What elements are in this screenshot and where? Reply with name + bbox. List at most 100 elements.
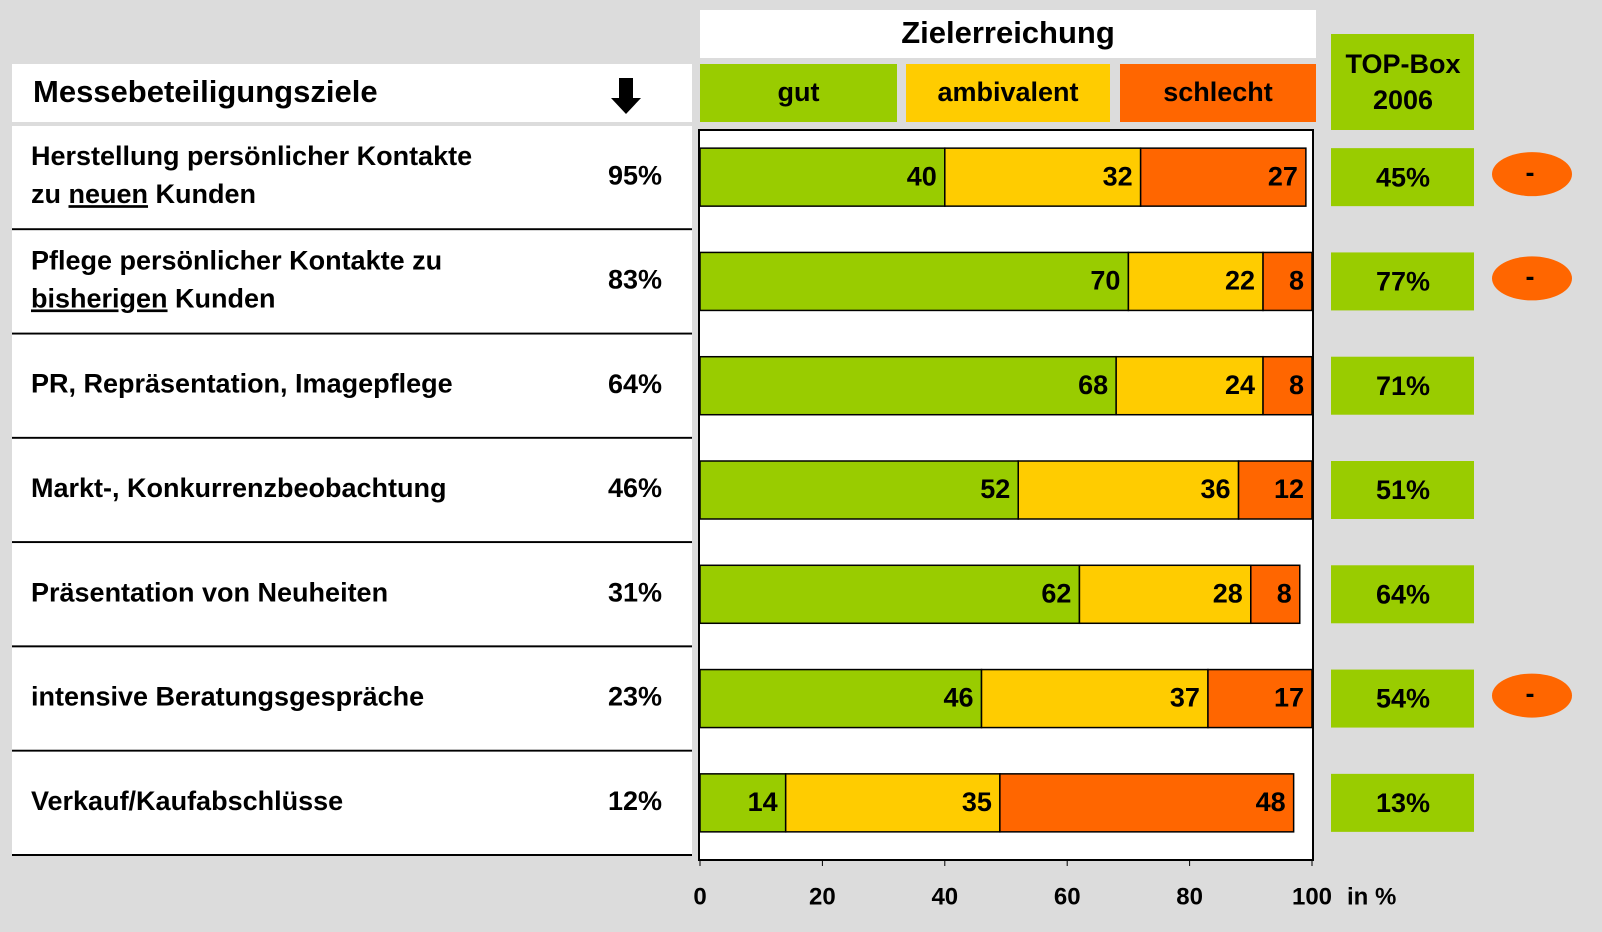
row-label: Pflege persönlicher Kontakte zu [31, 246, 442, 276]
bar-segment [1262, 355, 1313, 416]
bar-value-label: 28 [1213, 578, 1243, 608]
row-label: Verkauf/Kaufabschlüsse [31, 786, 343, 816]
bar-value-label: 35 [962, 787, 992, 817]
legend-swatch [1120, 64, 1316, 122]
row-label-part: Kunden [168, 284, 276, 314]
chart-title: Zielerreichung [901, 15, 1115, 50]
top-box-value: 77% [1376, 267, 1430, 297]
row-label: Präsentation von Neuheiten [31, 577, 388, 607]
flag-marker [1492, 673, 1572, 718]
top-box-cell [1331, 356, 1474, 415]
x-tick-label: 80 [1176, 883, 1203, 910]
row-box [12, 126, 692, 229]
bar-value-label: 8 [1289, 266, 1304, 296]
bar-value-label: 24 [1225, 370, 1255, 400]
bar-segment [699, 773, 787, 833]
row-box [12, 334, 692, 437]
bar-value-label: 36 [1201, 474, 1231, 504]
table-title: Messebeteiligungsziele [33, 74, 378, 109]
bar-value-label: 52 [980, 474, 1010, 504]
top-box-title-line: TOP-Box [1345, 49, 1460, 79]
legend-label: schlecht [1163, 77, 1273, 107]
bar-value-label: 62 [1041, 578, 1071, 608]
row-label: zu neuen Kunden [31, 179, 256, 209]
bar-segment [980, 668, 1209, 729]
top-box-cell [1331, 148, 1474, 207]
top-box-value: 13% [1376, 788, 1430, 818]
top-box-header [1331, 34, 1474, 130]
bar-segment [944, 147, 1142, 207]
flag-marker [1492, 256, 1572, 301]
row-share: 46% [608, 473, 662, 503]
x-tick-label: 20 [809, 883, 836, 910]
sort-arrow [611, 78, 641, 114]
bar-value-label: 70 [1090, 266, 1120, 296]
x-tick-label: 60 [1054, 883, 1081, 910]
x-tick-label: 40 [931, 883, 958, 910]
bar-value-label: 22 [1225, 266, 1255, 296]
top-box-cell [1331, 565, 1474, 624]
bar-value-label: 8 [1277, 578, 1292, 608]
row-label: Herstellung persönlicher Kontakte [31, 141, 472, 171]
bar-value-label: 37 [1170, 683, 1200, 713]
bar-segment [1139, 147, 1307, 207]
x-tick-label: 0 [693, 883, 706, 910]
row-share: 23% [608, 682, 662, 712]
top-box-title: TOP-Box 2006 [1345, 49, 1460, 115]
top-box-cell [1331, 773, 1474, 832]
top-box-cell [1331, 669, 1474, 728]
row-label-part: zu [31, 179, 69, 209]
bar-value-label: 40 [907, 161, 937, 191]
x-axis-label: in % [1347, 883, 1396, 910]
row-label: Markt-, Konkurrenzbeobachtung [31, 473, 447, 503]
row-label-part: Präsentation von Neuheiten [31, 577, 388, 607]
bar-value-label: 27 [1268, 161, 1298, 191]
row-label: intensive Beratungsgespräche [31, 682, 424, 712]
row-label: bisherigen Kunden [31, 284, 276, 314]
row-label: PR, Repräsentation, Imagepflege [31, 369, 453, 399]
row-label-part: Kunden [148, 179, 256, 209]
bar-segment [1207, 668, 1313, 729]
bar-segment [699, 251, 1130, 312]
flag-marker [1492, 152, 1572, 197]
flag-label: - [1526, 262, 1535, 292]
top-box-cell [1331, 461, 1474, 519]
bar-segment [699, 460, 1019, 520]
row-box [12, 647, 692, 750]
flag-label: - [1526, 679, 1535, 709]
bar-value-label: 8 [1289, 370, 1304, 400]
bar-segment [699, 668, 983, 729]
bar-segment [699, 147, 946, 207]
row-label-part: Herstellung persönlicher Kontakte [31, 141, 472, 171]
row-label-part: Pflege persönlicher Kontakte zu [31, 246, 442, 276]
top-box-value: 54% [1376, 684, 1430, 714]
legend-label: ambivalent [937, 77, 1078, 107]
row-share: 64% [608, 369, 662, 399]
top-box-value: 51% [1376, 475, 1430, 505]
x-tick-label: 100 [1292, 883, 1332, 910]
top-box-value: 45% [1376, 162, 1430, 192]
top-box-value: 71% [1376, 371, 1430, 401]
bar-segment [1250, 564, 1301, 625]
row-label-part: PR, Repräsentation, Imagepflege [31, 369, 453, 399]
bar-value-label: 17 [1274, 683, 1304, 713]
row-label-part: Verkauf/Kaufabschlüsse [31, 786, 343, 816]
bar-value-label: 12 [1274, 474, 1304, 504]
bar-value-label: 68 [1078, 370, 1108, 400]
row-label-part: intensive Beratungsgespräche [31, 682, 424, 712]
row-box [12, 751, 692, 854]
header-box [12, 64, 692, 122]
bar-segment [1237, 460, 1313, 520]
legend-label: gut [778, 77, 820, 107]
row-box [12, 230, 692, 333]
flag-label: - [1526, 157, 1535, 187]
bar-segment [1262, 251, 1313, 312]
bar-segment [699, 355, 1117, 416]
bar-value-label: 46 [943, 683, 973, 713]
row-label-part: bisherigen [31, 284, 168, 314]
legend-swatch [700, 64, 897, 122]
bar-segment [1078, 564, 1252, 625]
bar-segment [784, 773, 1001, 833]
row-share: 83% [608, 265, 662, 295]
